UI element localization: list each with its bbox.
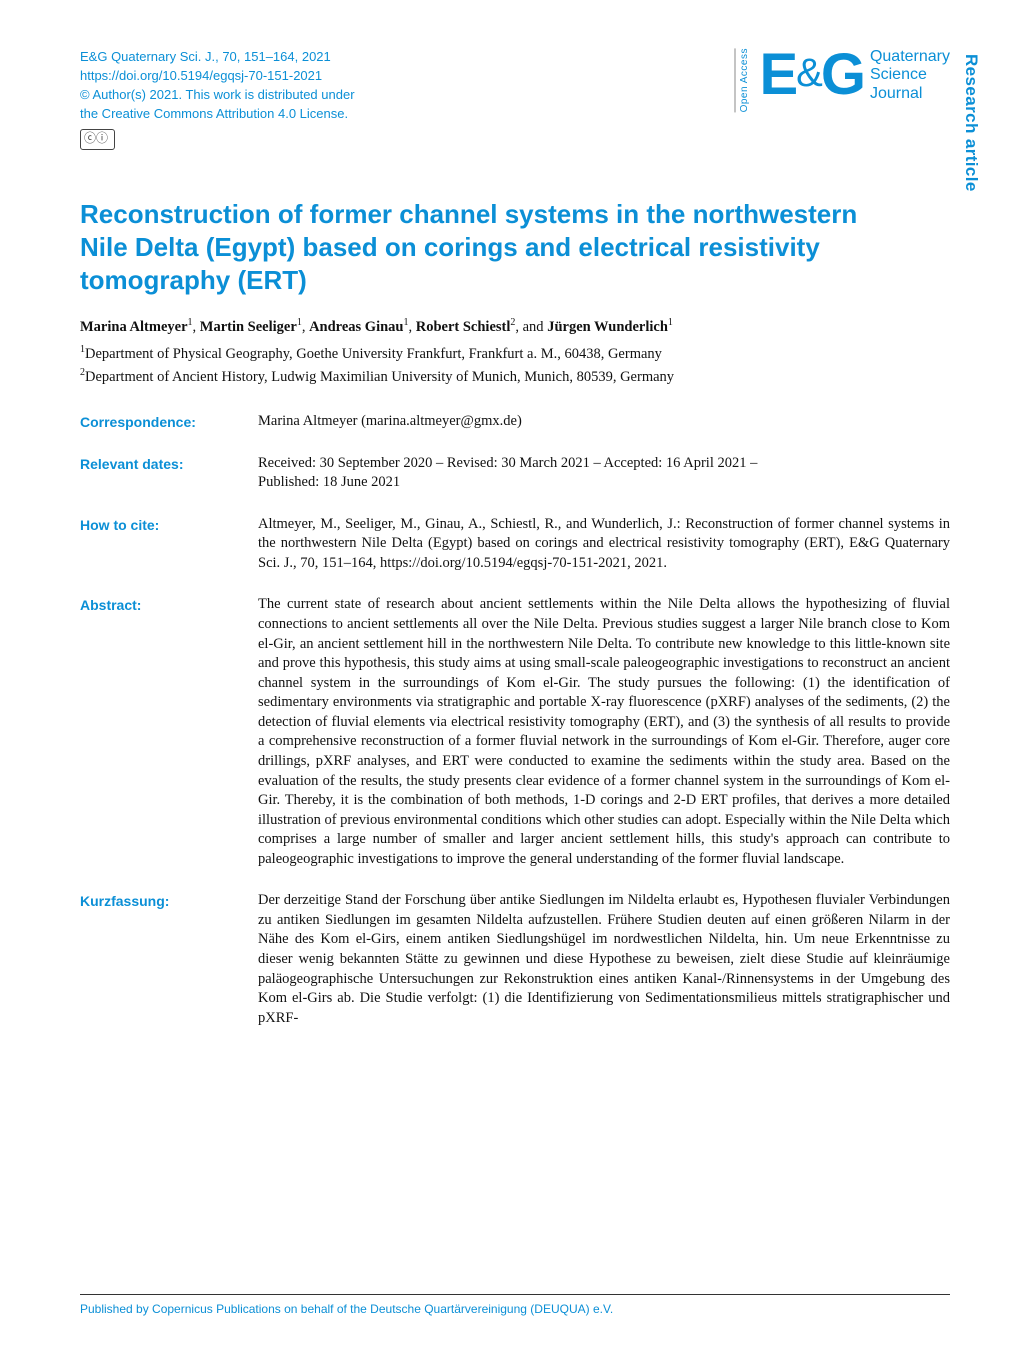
author-5: Jürgen Wunderlich: [547, 318, 668, 334]
correspondence-value: Marina Altmeyer (marina.altmeyer@gmx.de): [258, 412, 950, 432]
header-left: E&G Quaternary Sci. J., 70, 151–164, 202…: [80, 48, 355, 150]
logo-subtitle: Quaternary Science Journal: [870, 48, 950, 103]
how-to-cite-value: Altmeyer, M., Seeliger, M., Ginau, A., S…: [258, 515, 950, 574]
article-title: Reconstruction of former channel systems…: [80, 198, 910, 298]
abstract-value: The current state of research about anci…: [258, 595, 950, 869]
cc-by-icon: ⓒⓘ: [80, 129, 115, 149]
copyright-line-2: the Creative Commons Attribution 4.0 Lic…: [80, 105, 355, 124]
article-type-tab: Research article: [959, 54, 982, 192]
header-bar: E&G Quaternary Sci. J., 70, 151–164, 202…: [80, 48, 950, 150]
author-1: Marina Altmeyer: [80, 318, 188, 334]
abstract-block: Abstract: The current state of research …: [80, 595, 950, 869]
how-to-cite-label: How to cite:: [80, 515, 258, 535]
correspondence-block: Correspondence: Marina Altmeyer (marina.…: [80, 412, 950, 432]
footer: Published by Copernicus Publications on …: [80, 1294, 950, 1317]
header-right: Open Access E&G Quaternary Science Journ…: [735, 48, 950, 112]
author-2: Martin Seeliger: [200, 318, 297, 334]
author-sep: ,: [193, 318, 200, 334]
author-sep: ,: [408, 318, 415, 334]
page: E&G Quaternary Sci. J., 70, 151–164, 202…: [0, 0, 1020, 1345]
logo-sub-3: Journal: [870, 85, 922, 102]
abstract-label: Abstract:: [80, 595, 258, 615]
dates-value: Received: 30 September 2020 – Revised: 3…: [258, 454, 950, 493]
cc-badge-row: ⓒⓘ: [80, 129, 355, 149]
affiliation-1: 1Department of Physical Geography, Goeth…: [80, 343, 950, 364]
authors: Marina Altmeyer1, Martin Seeliger1, Andr…: [80, 316, 950, 337]
author-sep: ,: [302, 318, 309, 334]
journal-line: E&G Quaternary Sci. J., 70, 151–164, 202…: [80, 48, 355, 67]
copyright-line-1: © Author(s) 2021. This work is distribut…: [80, 86, 355, 105]
dates-line-1: Received: 30 September 2020 – Revised: 3…: [258, 455, 757, 471]
dates-line-2: Published: 18 June 2021: [258, 474, 400, 490]
author-sep-last: , and: [515, 318, 547, 334]
logo-eg-text: E&G: [759, 49, 864, 101]
author-3: Andreas Ginau: [309, 318, 403, 334]
correspondence-label: Correspondence:: [80, 412, 258, 432]
dates-block: Relevant dates: Received: 30 September 2…: [80, 454, 950, 493]
open-access-label: Open Access: [735, 48, 752, 112]
logo-sub-2: Science: [870, 66, 927, 83]
kurzfassung-block: Kurzfassung: Der derzeitige Stand der Fo…: [80, 891, 950, 1028]
kurzfassung-label: Kurzfassung:: [80, 891, 258, 911]
logo-sub-1: Quaternary: [870, 48, 950, 65]
dates-label: Relevant dates:: [80, 454, 258, 474]
affiliation-2: 2Department of Ancient History, Ludwig M…: [80, 366, 950, 387]
author-5-affil: 1: [668, 317, 673, 328]
kurzfassung-value: Der derzeitige Stand der Forschung über …: [258, 891, 950, 1028]
author-4: Robert Schiestl: [416, 318, 511, 334]
how-to-cite-block: How to cite: Altmeyer, M., Seeliger, M.,…: [80, 515, 950, 574]
doi-line: https://doi.org/10.5194/egqsj-70-151-202…: [80, 67, 355, 86]
journal-logo: E&G Quaternary Science Journal: [759, 48, 950, 103]
